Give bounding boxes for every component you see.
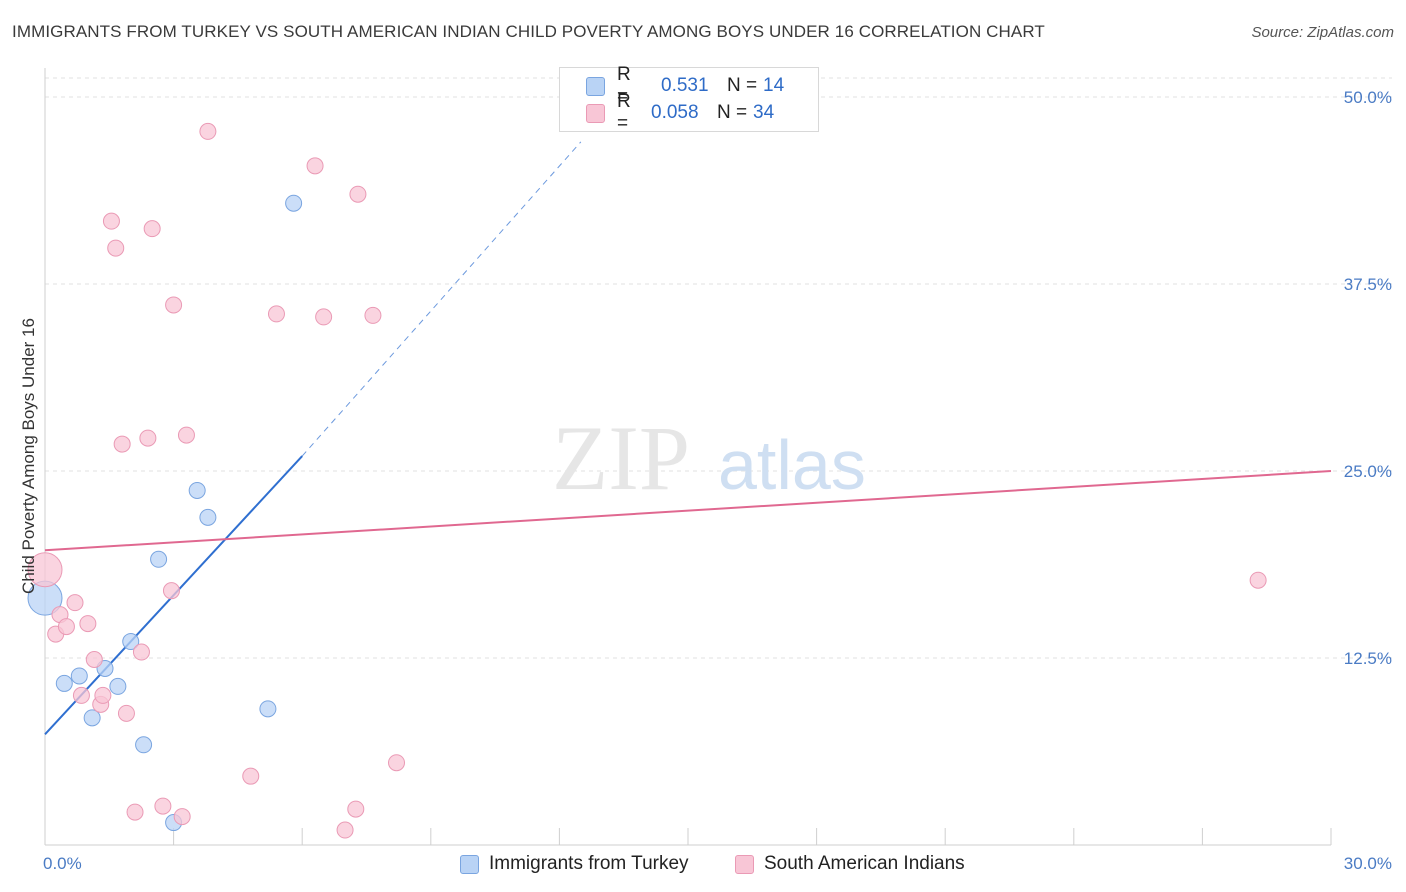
sai-point (57, 618, 75, 636)
sai-r-value: 0.058 (651, 102, 699, 123)
legend-row-sai: R = 0.058 N = 34 (586, 91, 775, 134)
legend-row-turkey: R = 0.531 N = 14 (586, 64, 785, 107)
sai-n-label: N = (717, 102, 748, 123)
sai-point (315, 308, 333, 326)
sai-point (66, 594, 84, 612)
sai-point (1249, 571, 1267, 589)
turkey-legend-label: Immigrants from Turkey (489, 853, 689, 874)
sai-point (154, 797, 172, 815)
sai-point (162, 582, 180, 600)
sai-point (126, 803, 144, 821)
axes (44, 68, 1332, 846)
sai-point (177, 426, 195, 444)
turkey-point (55, 674, 73, 692)
turkey-legend-icon (460, 854, 479, 874)
watermark-atlas: atlas (718, 426, 866, 504)
turkey-r-label: R = (617, 64, 631, 107)
y-tick-label: 37.5% (1344, 275, 1392, 294)
turkey-point (188, 481, 206, 499)
turkey-trend-extension (301, 141, 582, 457)
turkey-point (122, 633, 140, 651)
chart-title: IMMIGRANTS FROM TURKEY VS SOUTH AMERICAN… (12, 22, 1045, 41)
turkey-point (199, 508, 217, 526)
bottom-legend-turkey[interactable]: Immigrants from Turkey (460, 852, 689, 876)
turkey-point (285, 194, 303, 212)
sai-point (102, 212, 120, 230)
sai-trend-line (44, 470, 1332, 552)
x-tick-label: 30.0% (1344, 854, 1392, 873)
bottom-legend-sai[interactable]: South American Indians (735, 852, 965, 876)
sai-swatch-icon (586, 103, 605, 123)
sai-point (267, 305, 285, 323)
turkey-point (150, 550, 168, 568)
sai-point (347, 800, 365, 818)
sai-point (199, 122, 217, 140)
sai-point (306, 157, 324, 175)
turkey-point (109, 677, 127, 695)
sai-point (113, 435, 131, 453)
y-tick-labels: 12.5% 25.0% 37.5% 50.0% (1344, 88, 1392, 668)
x-tick-labels: 0.0% 30.0% (43, 854, 1392, 873)
correlation-legend: R = 0.531 N = 14 R = 0.058 N = 34 (559, 64, 819, 134)
turkey-n-label: N = (727, 75, 758, 96)
sai-point (139, 429, 157, 447)
sai-r-label: R = (617, 91, 631, 134)
sai-point (143, 220, 161, 238)
sai-legend-label: South American Indians (764, 853, 965, 874)
x-tick-label: 0.0% (43, 854, 82, 873)
sai-point (173, 808, 191, 826)
sai-point (364, 306, 382, 324)
sai-point (107, 239, 125, 257)
gridlines (45, 77, 1392, 659)
y-tick-label: 50.0% (1344, 88, 1392, 107)
sai-point (117, 704, 135, 722)
sai-point (79, 615, 97, 633)
data-points (27, 122, 1267, 839)
turkey-point (259, 700, 277, 718)
turkey-r-value: 0.531 (661, 75, 709, 96)
turkey-point (135, 736, 153, 754)
turkey-point (70, 667, 88, 685)
sai-point (336, 821, 354, 839)
sai-point (27, 552, 63, 588)
sai-point (72, 686, 90, 704)
y-axis-label: Child Poverty Among Boys Under 16 (19, 318, 38, 594)
y-tick-label: 12.5% (1344, 649, 1392, 668)
sai-point (132, 643, 150, 661)
turkey-swatch-icon (586, 76, 605, 96)
sai-point (388, 754, 406, 772)
turkey-n-value: 14 (763, 75, 785, 96)
sai-legend-icon (735, 854, 754, 874)
sai-point (165, 296, 183, 314)
watermark: ZIP atlas (552, 407, 866, 509)
sai-point (242, 767, 260, 785)
turkey-point (83, 709, 101, 727)
sai-point (349, 185, 367, 203)
source-label: Source: ZipAtlas.com (1251, 24, 1394, 41)
sai-point (85, 650, 103, 668)
watermark-zip: ZIP (552, 407, 690, 509)
sai-n-value: 34 (753, 102, 775, 123)
sai-point (94, 686, 112, 704)
y-tick-label: 25.0% (1344, 462, 1392, 481)
